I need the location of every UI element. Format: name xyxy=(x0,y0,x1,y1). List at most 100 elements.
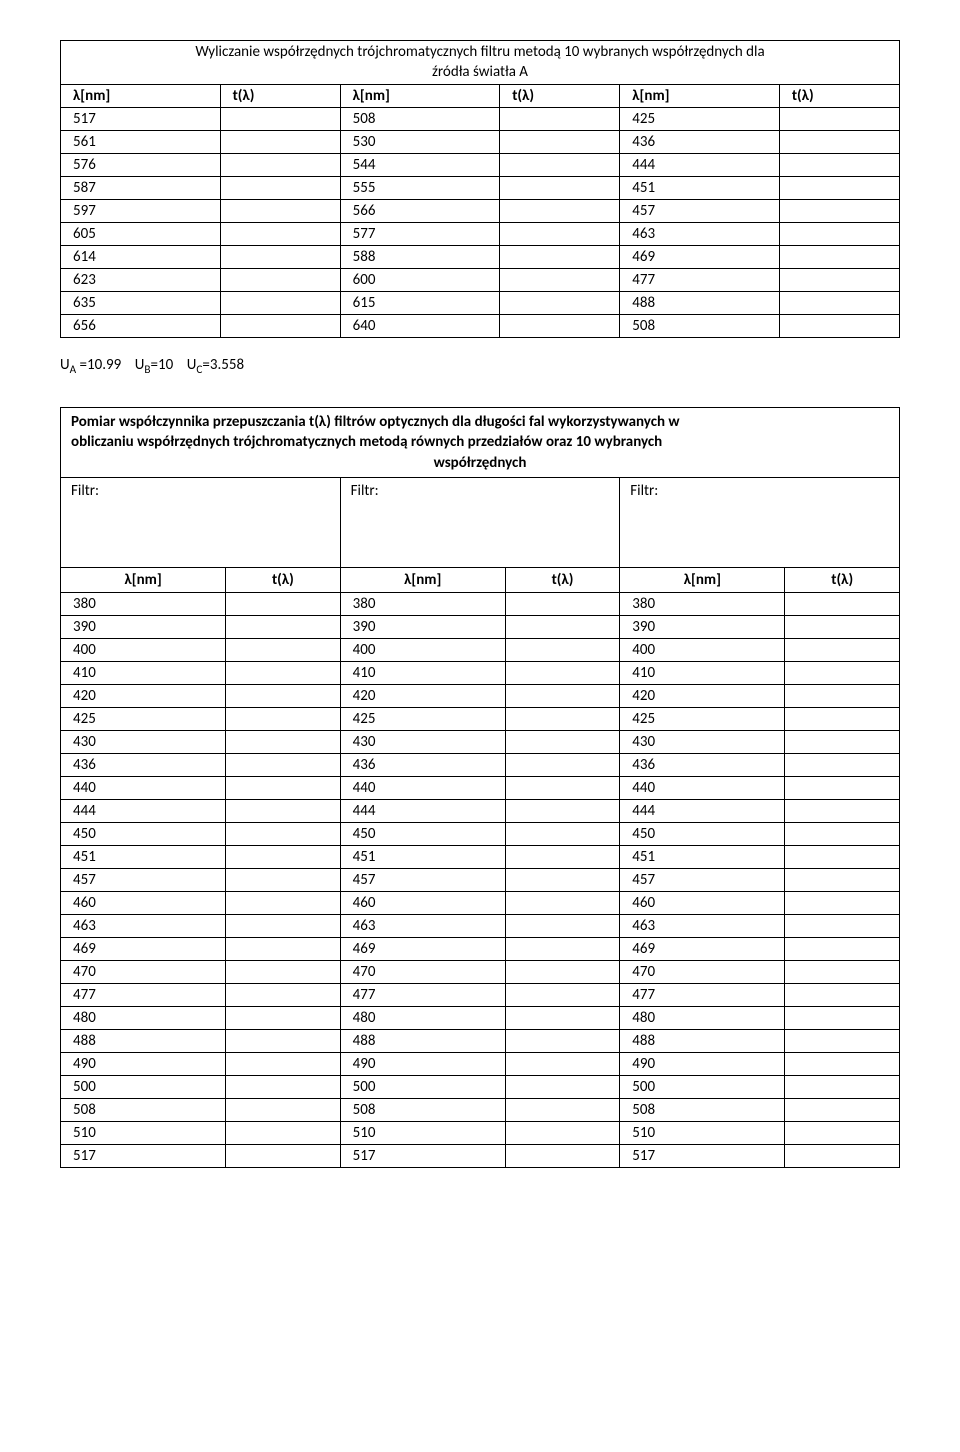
table2-cell xyxy=(505,983,619,1006)
table2-cell xyxy=(785,661,900,684)
table1-cell: 477 xyxy=(620,269,780,292)
table2-cell xyxy=(505,891,619,914)
ub-label: U xyxy=(135,356,145,374)
table2-cell xyxy=(505,1052,619,1075)
table2-cell: 477 xyxy=(61,983,226,1006)
table1-cell: 640 xyxy=(340,315,500,338)
table1-cell xyxy=(500,223,620,246)
table2-cell xyxy=(505,960,619,983)
table-row: 623600477 xyxy=(61,269,900,292)
table2-header-cell: t(λ) xyxy=(226,567,340,592)
table2-cell: 390 xyxy=(340,615,505,638)
table2-cell xyxy=(505,684,619,707)
filtr-cell-3: Filtr: xyxy=(620,477,900,567)
table1-cell xyxy=(220,292,340,315)
table2-cell: 436 xyxy=(340,753,505,776)
table1-header-row: λ[nm]t(λ)λ[nm]t(λ)λ[nm]t(λ) xyxy=(61,85,900,108)
table-row: 587555451 xyxy=(61,177,900,200)
table1-cell xyxy=(500,131,620,154)
table1-cell xyxy=(500,269,620,292)
table2-cell: 436 xyxy=(61,753,226,776)
table2-cell xyxy=(505,1029,619,1052)
table2-cell: 451 xyxy=(340,845,505,868)
table-row: 517517517 xyxy=(61,1144,900,1167)
table2-cell xyxy=(785,615,900,638)
table-row: 450450450 xyxy=(61,822,900,845)
table2-cell: 460 xyxy=(61,891,226,914)
table1-cell: 451 xyxy=(620,177,780,200)
table-row: 390390390 xyxy=(61,615,900,638)
table2-cell xyxy=(505,1121,619,1144)
table2-cell: 425 xyxy=(340,707,505,730)
table2-cell: 440 xyxy=(340,776,505,799)
table2-cell xyxy=(226,615,340,638)
table2-cell xyxy=(226,1029,340,1052)
table1-cell: 457 xyxy=(620,200,780,223)
t2-title-l3: współrzędnych xyxy=(71,453,889,473)
table-row: 444444444 xyxy=(61,799,900,822)
table2-cell: 420 xyxy=(340,684,505,707)
table2-cell xyxy=(226,684,340,707)
table-row: 597566457 xyxy=(61,200,900,223)
table2-header-cell: λ[nm] xyxy=(61,567,226,592)
table1-cell xyxy=(500,154,620,177)
table-row: 463463463 xyxy=(61,914,900,937)
table2-cell: 488 xyxy=(61,1029,226,1052)
table-2: Pomiar współczynnika przepuszczania t(λ)… xyxy=(60,407,900,1168)
table2-cell xyxy=(785,730,900,753)
table2-cell xyxy=(226,707,340,730)
table1-cell xyxy=(779,315,899,338)
table2-cell: 440 xyxy=(620,776,785,799)
table-row: 430430430 xyxy=(61,730,900,753)
table1-cell: 444 xyxy=(620,154,780,177)
table2-cell: 450 xyxy=(61,822,226,845)
table1-header-cell: t(λ) xyxy=(779,85,899,108)
table-row: 490 490 490 xyxy=(61,1052,900,1075)
table1-cell: 436 xyxy=(620,131,780,154)
table2-cell: 480 xyxy=(340,1006,505,1029)
table2-cell: 469 xyxy=(340,937,505,960)
table2-cell: 444 xyxy=(620,799,785,822)
table-row: 508508508 xyxy=(61,1098,900,1121)
table2-cell: 410 xyxy=(620,661,785,684)
table1-cell: 463 xyxy=(620,223,780,246)
table2-cell xyxy=(785,592,900,615)
table2-cell: 451 xyxy=(620,845,785,868)
table2-cell xyxy=(226,960,340,983)
table1-cell: 544 xyxy=(340,154,500,177)
table1-header-cell: t(λ) xyxy=(500,85,620,108)
table2-cell xyxy=(785,891,900,914)
table1-cell: 656 xyxy=(61,315,221,338)
table-row: 451451451 xyxy=(61,845,900,868)
table-row: 457457457 xyxy=(61,868,900,891)
table2-cell: 400 xyxy=(620,638,785,661)
table2-cell xyxy=(226,914,340,937)
table1-cell xyxy=(500,292,620,315)
table-row: 469469469 xyxy=(61,937,900,960)
table-row: 400400400 xyxy=(61,638,900,661)
table2-cell xyxy=(785,983,900,1006)
table2-cell: 490 xyxy=(620,1052,785,1075)
table2-cell xyxy=(785,1029,900,1052)
table2-cell: 470 xyxy=(340,960,505,983)
table1-cell xyxy=(500,246,620,269)
table2-cell xyxy=(226,1144,340,1167)
table1-cell: 508 xyxy=(340,108,500,131)
table2-cell: 380 xyxy=(340,592,505,615)
table2-cell xyxy=(505,822,619,845)
table1-cell: 587 xyxy=(61,177,221,200)
filtr-cell-1: Filtr: xyxy=(61,477,341,567)
table2-cell: 425 xyxy=(620,707,785,730)
table2-cell: 490 xyxy=(340,1052,505,1075)
table2-cell: 390 xyxy=(620,615,785,638)
t2-title-l1: Pomiar współczynnika przepuszczania t(λ)… xyxy=(71,412,889,432)
table-row: 500500500 xyxy=(61,1075,900,1098)
table2-cell: 490 xyxy=(61,1052,226,1075)
table1-cell: 530 xyxy=(340,131,500,154)
table2-cell xyxy=(226,661,340,684)
table-row: 510510510 xyxy=(61,1121,900,1144)
table1-cell xyxy=(779,108,899,131)
table-row: 480480480 xyxy=(61,1006,900,1029)
table1-cell xyxy=(779,246,899,269)
table2-cell: 444 xyxy=(340,799,505,822)
